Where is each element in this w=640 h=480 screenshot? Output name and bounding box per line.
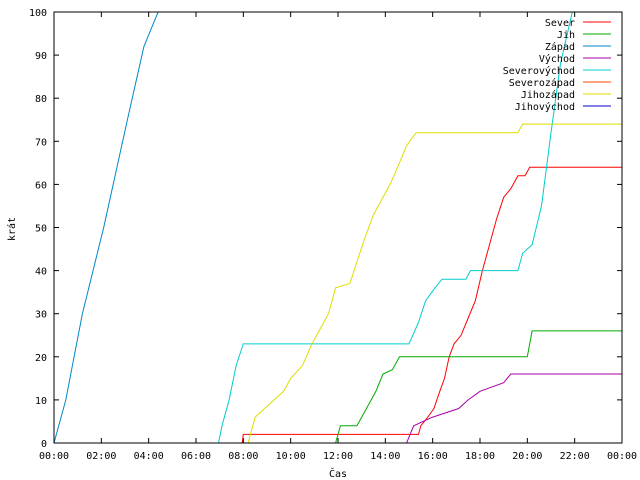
legend-label: Západ (545, 41, 575, 53)
y-tick-label: 40 (35, 267, 47, 278)
series-layer (54, 12, 622, 443)
x-tick-label: 08:00 (228, 451, 258, 462)
y-tick-label: 30 (35, 310, 47, 321)
x-tick-label: 00:00 (607, 451, 637, 462)
x-axis-label: Čas (329, 467, 347, 480)
axes-layer: 0 10 20 30 40 50 60 70 80 90 100 00:00 02:00 04:00 06:… (29, 8, 637, 462)
series-line-2 (54, 12, 159, 443)
series-line-4 (54, 12, 573, 443)
series-line-0 (54, 166, 622, 443)
legend-label: Jihozápad (521, 89, 575, 101)
y-tick-label: 70 (35, 137, 47, 148)
x-tick-label: 02:00 (86, 451, 116, 462)
y-tick-label: 20 (35, 353, 47, 364)
y-axis-label: krát (6, 217, 18, 241)
legend-label: Jihovýchod (515, 101, 575, 113)
y-tick-label: 0 (41, 439, 47, 450)
legend-label: Sever (545, 18, 575, 29)
y-tick-label: 50 (35, 224, 47, 235)
legend: SeverJihZápadVýchodSeverovýchodSeverozáp… (503, 18, 611, 113)
x-tick-label: 12:00 (323, 451, 353, 462)
series-line-1 (54, 330, 622, 443)
legend-label: Jih (557, 30, 575, 41)
series-line-3 (54, 373, 622, 443)
x-tick-label: 22:00 (560, 451, 590, 462)
y-tick-label: 90 (35, 51, 47, 62)
y-tick-label: 80 (35, 94, 47, 105)
x-tick-label: 18:00 (465, 451, 495, 462)
x-tick-label: 10:00 (276, 451, 306, 462)
x-tick-label: 06:00 (181, 451, 211, 462)
x-tick-label: 14:00 (370, 451, 400, 462)
legend-label: Severovýchod (503, 65, 575, 77)
series-line-6 (54, 123, 622, 443)
x-tick-label: 00:00 (39, 451, 69, 462)
x-tick-label: 20:00 (512, 451, 542, 462)
y-tick-label: 60 (35, 180, 47, 191)
x-tick-label: 04:00 (134, 451, 164, 462)
y-tick-label: 100 (29, 8, 47, 19)
x-tick-label: 16:00 (418, 451, 448, 462)
y-tick-label: 10 (35, 396, 47, 407)
legend-label: Severozápad (509, 77, 575, 89)
legend-label: Východ (539, 53, 575, 65)
